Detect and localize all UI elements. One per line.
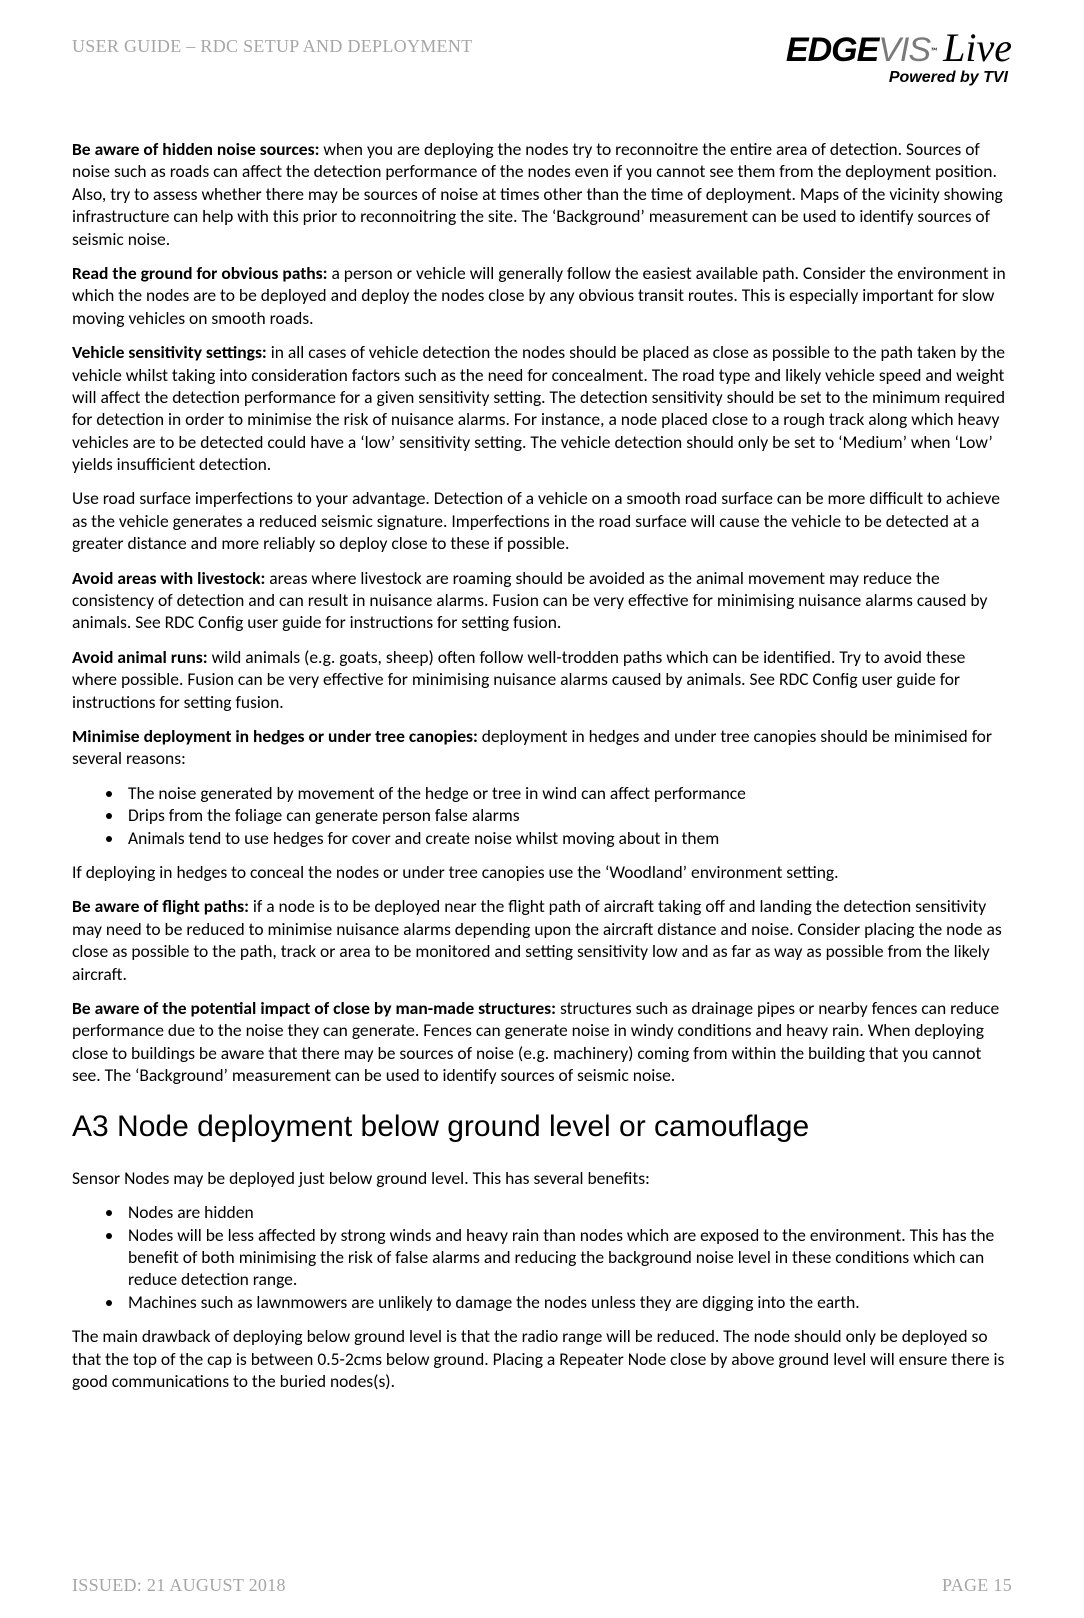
paragraph-ground-paths: Read the ground for obvious paths: a per… — [72, 262, 1012, 329]
paragraph-livestock: Avoid areas with livestock: areas where … — [72, 567, 1012, 634]
brand-logo: EDGEVIS™ Live Powered by TVI — [786, 28, 1012, 86]
paragraph-road-surface: Use road surface imperfections to your a… — [72, 487, 1012, 554]
section-heading-a3: A3 Node deployment below ground level or… — [72, 1108, 1012, 1146]
footer-page-number: PAGE 15 — [942, 1575, 1012, 1596]
list-item: Machines such as lawnmowers are unlikely… — [124, 1291, 1012, 1313]
paragraph-animal-runs: Avoid animal runs: wild animals (e.g. go… — [72, 646, 1012, 713]
list-item: Animals tend to use hedges for cover and… — [124, 827, 1012, 849]
logo-text-edge: EDGEVIS™ — [786, 33, 937, 67]
paragraph-vehicle-sensitivity: Vehicle sensitivity settings: in all cas… — [72, 341, 1012, 475]
paragraph-flight-paths: Be aware of flight paths: if a node is t… — [72, 895, 1012, 985]
list-item: The noise generated by movement of the h… — [124, 782, 1012, 804]
document-page: USER GUIDE – RDC SETUP AND DEPLOYMENT ED… — [0, 0, 1084, 1618]
logo-subtitle: Powered by TVI — [786, 70, 1012, 86]
list-hedges-reasons: The noise generated by movement of the h… — [72, 782, 1012, 849]
paragraph-hidden-noise: Be aware of hidden noise sources: when y… — [72, 138, 1012, 250]
paragraph-hedges-trees: Minimise deployment in hedges or under t… — [72, 725, 1012, 770]
paragraph-below-ground-intro: Sensor Nodes may be deployed just below … — [72, 1167, 1012, 1189]
paragraph-below-ground-drawback: The main drawback of deploying below gro… — [72, 1325, 1012, 1392]
list-item: Drips from the foliage can generate pers… — [124, 804, 1012, 826]
paragraph-structures: Be aware of the potential impact of clos… — [72, 997, 1012, 1087]
logo-text-live: Live — [943, 28, 1012, 68]
paragraph-woodland-setting: If deploying in hedges to conceal the no… — [72, 861, 1012, 883]
header-title: USER GUIDE – RDC SETUP AND DEPLOYMENT — [72, 28, 472, 57]
list-below-ground-benefits: Nodes are hidden Nodes will be less affe… — [72, 1201, 1012, 1313]
page-footer: ISSUED: 21 AUGUST 2018 PAGE 15 — [72, 1575, 1012, 1596]
page-header: USER GUIDE – RDC SETUP AND DEPLOYMENT ED… — [72, 28, 1012, 86]
footer-issued: ISSUED: 21 AUGUST 2018 — [72, 1575, 286, 1596]
list-item: Nodes are hidden — [124, 1201, 1012, 1223]
document-body: Be aware of hidden noise sources: when y… — [72, 138, 1012, 1392]
logo-main-row: EDGEVIS™ Live — [786, 28, 1012, 68]
list-item: Nodes will be less affected by strong wi… — [124, 1224, 1012, 1291]
